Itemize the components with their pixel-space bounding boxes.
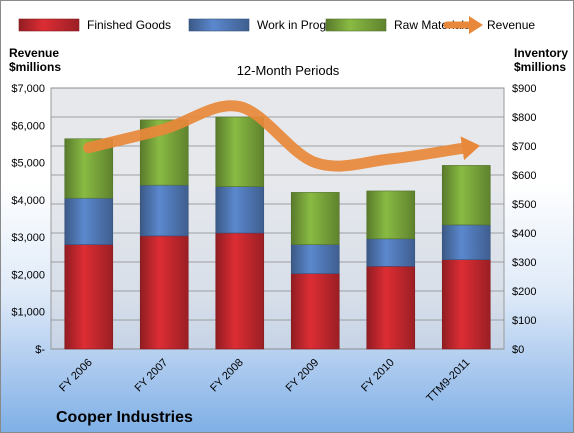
category-label: FY 2010 — [359, 357, 397, 395]
right-tick-label: $200 — [512, 286, 536, 298]
category-label: FY 2009 — [284, 357, 322, 395]
category-label: FY 2008 — [208, 357, 246, 395]
legend-label: Finished Goods — [87, 18, 171, 32]
left-tick-label: $4,000 — [11, 195, 45, 207]
right-tick-label: $300 — [512, 257, 536, 269]
legend-arrowhead — [469, 16, 483, 34]
bar-raw-materials — [366, 190, 416, 240]
right-tick-label: $400 — [512, 228, 536, 240]
right-tick-label: $500 — [512, 199, 536, 211]
bar-finished-goods — [139, 235, 189, 350]
right-tick-label: $0 — [512, 344, 524, 356]
company-name: Cooper Industries — [56, 409, 193, 426]
bar-finished-goods — [215, 232, 265, 350]
legend-label: Revenue — [487, 18, 535, 32]
bar-finished-goods — [441, 259, 491, 350]
left-tick-label: $3,000 — [11, 232, 45, 244]
revenue-arrowhead — [460, 136, 481, 161]
category-label: TTM9-2011 — [424, 357, 472, 405]
bar-work-in-progress — [64, 197, 114, 245]
left-tick-label: $5,000 — [11, 158, 45, 170]
right-tick-label: $100 — [512, 315, 536, 327]
chart-subtitle: 12-Month Periods — [236, 63, 340, 78]
bar-finished-goods — [64, 244, 114, 350]
legend-swatch — [188, 18, 250, 32]
left-tick-label: $7,000 — [11, 83, 45, 95]
bar-work-in-progress — [215, 186, 265, 234]
left-tick-label: $1,000 — [11, 307, 45, 319]
right-tick-label: $700 — [512, 141, 536, 153]
bar-work-in-progress — [366, 238, 416, 267]
bar-finished-goods — [366, 266, 416, 350]
left-axis-title: Revenue $millions — [9, 46, 62, 74]
right-tick-label: $800 — [512, 112, 536, 124]
bar-raw-materials — [215, 116, 265, 187]
bar-work-in-progress — [290, 244, 340, 274]
left-tick-label: $6,000 — [11, 120, 45, 132]
category-label: FY 2007 — [133, 357, 171, 395]
right-tick-label: $600 — [512, 170, 536, 182]
bar-work-in-progress — [139, 184, 189, 237]
revenue-line — [83, 100, 472, 172]
legend-swatch — [325, 18, 387, 32]
left-tick-label: $2,000 — [11, 269, 45, 281]
legend-swatch — [18, 18, 80, 32]
bar-finished-goods — [290, 273, 340, 350]
right-tick-label: $900 — [512, 83, 536, 95]
right-axis-title: Inventory $millions — [514, 46, 569, 74]
left-tick-label: $- — [35, 344, 45, 356]
bar-work-in-progress — [441, 224, 491, 260]
bar-raw-materials — [290, 192, 340, 245]
bar-raw-materials — [441, 165, 491, 226]
category-label: FY 2006 — [57, 357, 95, 395]
